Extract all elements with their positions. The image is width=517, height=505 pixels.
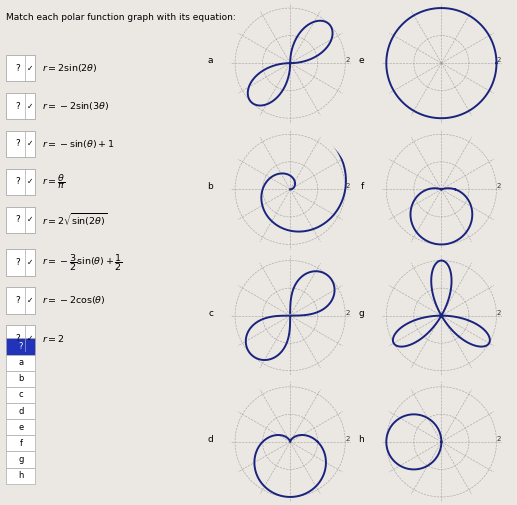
Text: e: e <box>359 56 364 65</box>
Text: g: g <box>358 309 364 318</box>
Text: ?: ? <box>15 64 20 73</box>
Bar <box>6 451 35 468</box>
Text: $r = \dfrac{\theta}{\pi}$: $r = \dfrac{\theta}{\pi}$ <box>42 172 65 191</box>
Bar <box>6 131 35 157</box>
Text: b: b <box>18 374 24 383</box>
Text: a: a <box>19 358 23 367</box>
Text: e: e <box>18 423 24 432</box>
Text: Match each polar function graph with its equation:: Match each polar function graph with its… <box>6 13 236 22</box>
Text: $r = 2\sin(2\theta)$: $r = 2\sin(2\theta)$ <box>42 62 98 74</box>
Text: ✓: ✓ <box>27 258 34 267</box>
Text: ?: ? <box>15 334 20 343</box>
Text: $r = 2$: $r = 2$ <box>42 333 65 344</box>
Text: h: h <box>18 471 24 480</box>
Bar <box>6 419 35 435</box>
Text: d: d <box>207 435 213 444</box>
Text: ✓: ✓ <box>27 334 34 343</box>
Text: ?: ? <box>15 177 20 186</box>
Text: g: g <box>18 455 24 464</box>
Bar <box>6 93 35 119</box>
Bar <box>6 55 35 81</box>
Text: ?: ? <box>15 102 20 111</box>
Text: ✓: ✓ <box>27 215 34 224</box>
Text: ✓: ✓ <box>27 177 34 186</box>
Bar <box>6 249 35 276</box>
Text: c: c <box>208 309 213 318</box>
Text: h: h <box>358 435 364 444</box>
Text: ?: ? <box>15 215 20 224</box>
Text: $r = -\dfrac{3}{2}\sin(\theta) + \dfrac{1}{2}$: $r = -\dfrac{3}{2}\sin(\theta) + \dfrac{… <box>42 252 123 273</box>
Bar <box>6 355 35 371</box>
Text: $r = -\sin(\theta) + 1$: $r = -\sin(\theta) + 1$ <box>42 138 115 150</box>
Bar <box>6 371 35 387</box>
Text: ?: ? <box>15 258 20 267</box>
Text: ?: ? <box>15 139 20 148</box>
Text: c: c <box>19 390 23 399</box>
Text: ?: ? <box>19 342 23 351</box>
Bar <box>6 169 35 195</box>
Bar <box>6 207 35 233</box>
Text: $r = -2\sin(3\theta)$: $r = -2\sin(3\theta)$ <box>42 100 109 112</box>
Text: f: f <box>20 439 22 448</box>
Text: ✓: ✓ <box>27 139 34 148</box>
Bar <box>6 387 35 403</box>
Text: f: f <box>361 182 364 191</box>
Bar <box>6 287 35 314</box>
Bar <box>6 403 35 419</box>
Text: $r = -2\cos(\theta)$: $r = -2\cos(\theta)$ <box>42 294 105 307</box>
Text: ✓: ✓ <box>27 64 34 73</box>
Text: ✓: ✓ <box>27 296 34 305</box>
Text: b: b <box>207 182 213 191</box>
Text: ✓: ✓ <box>27 102 34 111</box>
Bar <box>6 468 35 484</box>
Text: ?: ? <box>15 296 20 305</box>
Text: d: d <box>18 407 24 416</box>
Bar <box>6 338 35 355</box>
Text: a: a <box>207 56 213 65</box>
Text: $r = 2\sqrt{\sin(2\theta)}$: $r = 2\sqrt{\sin(2\theta)}$ <box>42 212 107 228</box>
Bar <box>6 435 35 451</box>
Bar <box>6 325 35 351</box>
